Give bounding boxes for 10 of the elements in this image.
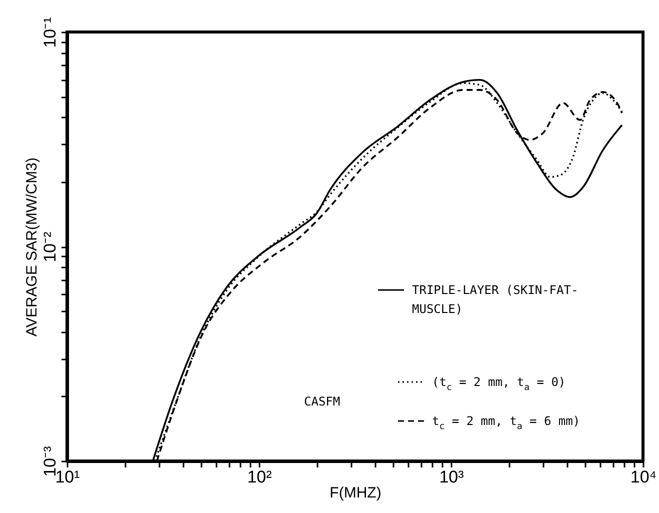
y-tick-label: 10⁻¹ bbox=[40, 16, 60, 48]
x-tick-label: 10¹ bbox=[55, 468, 80, 486]
y-tick-label: 10⁻² bbox=[40, 231, 60, 262]
legend-label: TRIPLE-LAYER (SKIN-FAT-MUSCLE) bbox=[412, 283, 578, 316]
annotation: CASFM bbox=[304, 394, 340, 408]
x-axis-title: F(MHZ) bbox=[330, 484, 382, 502]
y-axis-title: AVERAGE SAR(MW/CM3) bbox=[24, 158, 40, 336]
x-tick-label: 10⁴ bbox=[630, 468, 657, 486]
x-tick-label: 10² bbox=[247, 468, 272, 486]
x-tick-label: 10³ bbox=[439, 468, 464, 486]
